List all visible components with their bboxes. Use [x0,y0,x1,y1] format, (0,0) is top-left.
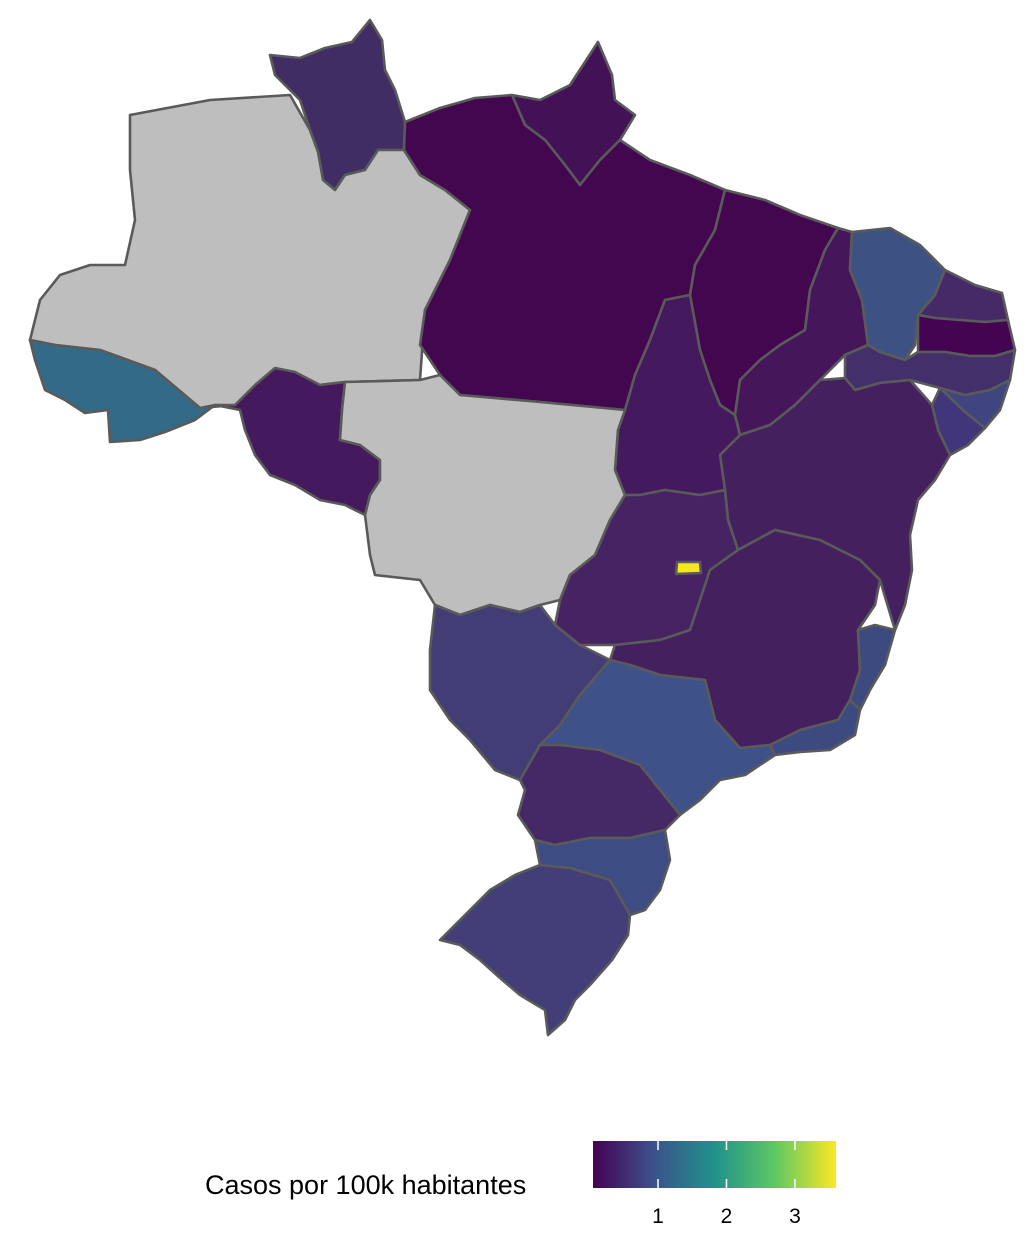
legend-colorbar [593,1141,836,1188]
state-paraiba[interactable] [916,313,1017,358]
legend-tick-marks [657,1141,796,1188]
legend-title: Casos por 100k habitantes [205,1170,527,1200]
legend-tick-label: 3 [789,1205,801,1228]
state-espirito-santo[interactable] [848,623,897,712]
state-rio-de-janeiro[interactable] [768,698,862,757]
legend-tick-label: 1 [652,1205,664,1228]
state-distrito-federal[interactable] [674,560,703,576]
color-legend [593,1141,836,1188]
state-ceara[interactable] [848,226,947,362]
state-acre[interactable] [28,338,217,444]
state-rio-grande-do-sul[interactable] [438,863,632,1037]
legend-tick-label: 2 [720,1205,733,1228]
